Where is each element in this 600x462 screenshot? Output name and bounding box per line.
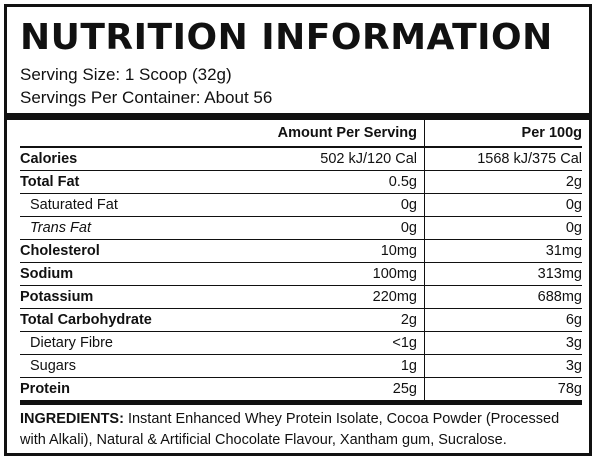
amount-per-100g: 78g xyxy=(557,381,582,397)
table-row: Dietary Fibre <1g 3g xyxy=(20,331,582,355)
amount-per-100g: 0g xyxy=(424,216,582,240)
table-header-row: Amount Per Serving Per 100g xyxy=(20,120,582,148)
amount-per-100g: 31mg xyxy=(424,239,582,263)
table-row: Sugars 1g 3g xyxy=(20,354,582,378)
amount-per-serving: 0.5g xyxy=(241,170,425,194)
nutrient-name: Protein xyxy=(20,381,70,397)
ingredients-label: INGREDIENTS: xyxy=(20,411,124,427)
amount-per-serving: <1g xyxy=(241,331,425,355)
amount-per-serving: 10mg xyxy=(241,239,425,263)
nutrition-panel: NUTRITION INFORMATION Serving Size: 1 Sc… xyxy=(4,4,592,456)
amount-per-100g: 313mg xyxy=(424,262,582,286)
nutrition-table: Amount Per Serving Per 100g Calories 502 … xyxy=(20,120,582,400)
table-body: Calories 502 kJ/120 Cal 1568 kJ/375 Cal Tot… xyxy=(20,147,582,400)
amount-per-serving: 502 kJ/120 Cal xyxy=(241,147,425,171)
amount-per-serving: 0g xyxy=(241,216,425,240)
bottom-divider xyxy=(20,400,582,405)
amount-per-serving: 25g xyxy=(241,377,425,400)
panel-title: NUTRITION INFORMATION xyxy=(20,17,553,58)
nutrient-name: Total Carbohydrate xyxy=(20,308,241,332)
table-row: Potassium 220mg 688mg xyxy=(20,285,582,309)
table-row: Calories 502 kJ/120 Cal 1568 kJ/375 Cal xyxy=(20,147,582,171)
nutrient-name: Trans Fat xyxy=(20,216,241,240)
header-per-100g: Per 100g xyxy=(424,120,582,148)
header-amount-per-serving: Amount Per Serving xyxy=(241,120,425,148)
amount-per-100g: 6g xyxy=(424,308,582,332)
table-row: Total Carbohydrate 2g 6g xyxy=(20,308,582,332)
amount-per-100g: 688mg xyxy=(424,285,582,309)
header-nutrient xyxy=(20,120,241,148)
amount-per-100g: 0g xyxy=(424,193,582,217)
amount-per-100g: 1568 kJ/375 Cal xyxy=(424,147,582,171)
table-row: Saturated Fat 0g 0g xyxy=(20,193,582,217)
amount-per-serving: 0g xyxy=(241,193,425,217)
amount-per-100g: 3g xyxy=(424,354,582,378)
nutrient-name: Sodium xyxy=(20,262,241,286)
amount-per-serving: 1g xyxy=(241,354,425,378)
nutrient-name: Dietary Fibre xyxy=(20,331,241,355)
thick-divider xyxy=(7,113,589,120)
ingredients-text: Instant Enhanced Whey Protein Isolate, C… xyxy=(20,411,560,448)
table-row: Sodium 100mg 313mg xyxy=(20,262,582,286)
table-row: Protein 25g 78g xyxy=(20,377,582,400)
servings-per-container: Servings Per Container: About 56 xyxy=(20,88,273,107)
nutrient-name: Cholesterol xyxy=(20,239,241,263)
serving-size: Serving Size: 1 Scoop (32g) xyxy=(20,65,232,84)
nutrient-name: Calories xyxy=(20,147,241,171)
nutrient-name: Total Fat xyxy=(20,170,241,194)
amount-per-100g: 3g xyxy=(424,331,582,355)
table-row: Total Fat 0.5g 2g xyxy=(20,170,582,194)
nutrient-name: Potassium xyxy=(20,285,241,309)
amount-per-serving: 100mg xyxy=(241,262,425,286)
ingredients: INGREDIENTS: Instant Enhanced Whey Prote… xyxy=(7,405,589,451)
nutrient-name: Saturated Fat xyxy=(20,193,241,217)
table-row: Trans Fat 0g 0g xyxy=(20,216,582,240)
amount-per-100g: 2g xyxy=(424,170,582,194)
table-row: Cholesterol 10mg 31mg xyxy=(20,239,582,263)
nutrient-name: Sugars xyxy=(20,354,241,378)
amount-per-serving: 2g xyxy=(241,308,425,332)
amount-per-serving: 220mg xyxy=(241,285,425,309)
